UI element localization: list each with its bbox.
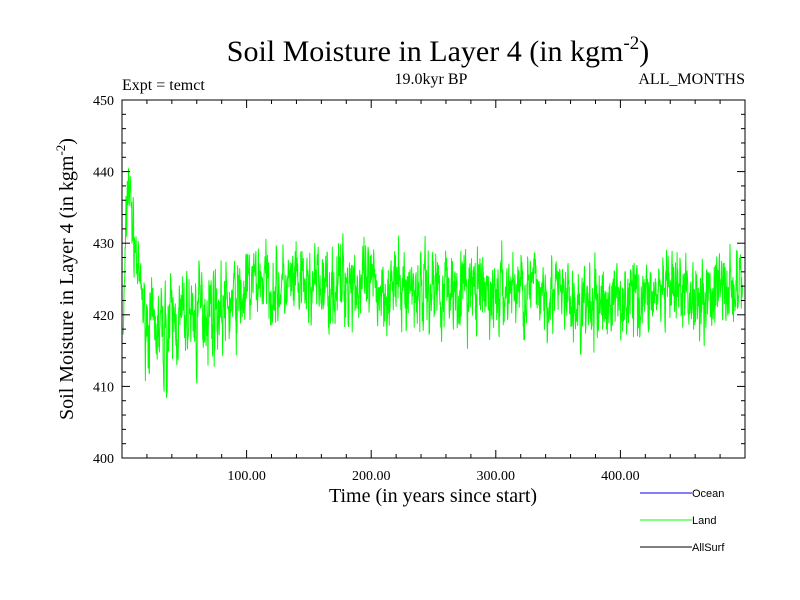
y-tick-label: 420 — [93, 309, 114, 324]
y-tick-label: 400 — [93, 452, 114, 467]
legend: Ocean Land AllSurf — [640, 488, 725, 554]
x-axis-label: Time (in years since start) — [329, 485, 537, 507]
series-group — [122, 168, 743, 399]
plot-frame — [121, 99, 746, 459]
chart-title: Soil Moisture in Layer 4 (in kgm-2) — [227, 33, 649, 68]
x-tick-label: 300.00 — [477, 469, 516, 484]
y-tick-label: 410 — [93, 380, 114, 395]
x-tick-label: 200.00 — [352, 469, 391, 484]
series-line-land — [122, 168, 743, 399]
legend-label-allsurf: AllSurf — [692, 542, 725, 554]
x-tick-label: 100.00 — [227, 469, 266, 484]
legend-label-land: Land — [692, 515, 716, 527]
subtitle-months: ALL_MONTHS — [638, 71, 745, 88]
x-tick-label: 400.00 — [601, 469, 640, 484]
legend-label-ocean: Ocean — [692, 488, 724, 500]
subtitle-period: 19.0kyr BP — [395, 71, 468, 88]
y-tick-label: 440 — [93, 166, 114, 181]
axis-ticks: 100.00 200.00 300.00 400.00 400 410 420 430 440 4… — [93, 94, 745, 484]
y-tick-label: 450 — [93, 94, 114, 109]
subtitle-experiment: Expt = temct — [122, 77, 205, 94]
y-axis-label: Soil Moisture in Layer 4 (in kgm-2) — [53, 138, 78, 420]
y-tick-label: 430 — [93, 237, 114, 252]
